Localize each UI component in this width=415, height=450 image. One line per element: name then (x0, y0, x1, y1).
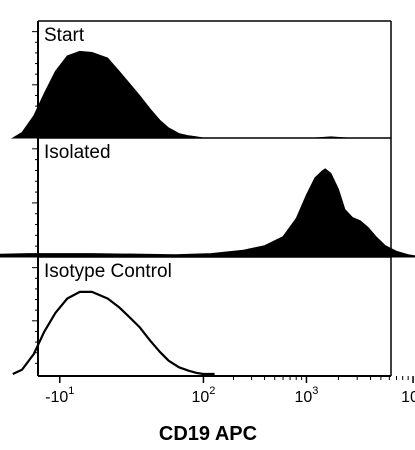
histogram-series-1 (11, 50, 347, 139)
x-tick-label: -101 (45, 385, 74, 406)
x-tick-label: 102 (191, 385, 215, 406)
histogram-series-2 (0, 168, 415, 258)
x-axis-title: CD19 APC (159, 423, 257, 445)
x-tick-label: 103 (295, 385, 319, 406)
x-tick-label: 104 (401, 385, 415, 406)
histogram-series-3 (12, 290, 215, 376)
panel-label: Isolated (44, 142, 111, 163)
panel-label: Isotype Control (44, 261, 172, 282)
panel-label: Start (44, 25, 85, 46)
